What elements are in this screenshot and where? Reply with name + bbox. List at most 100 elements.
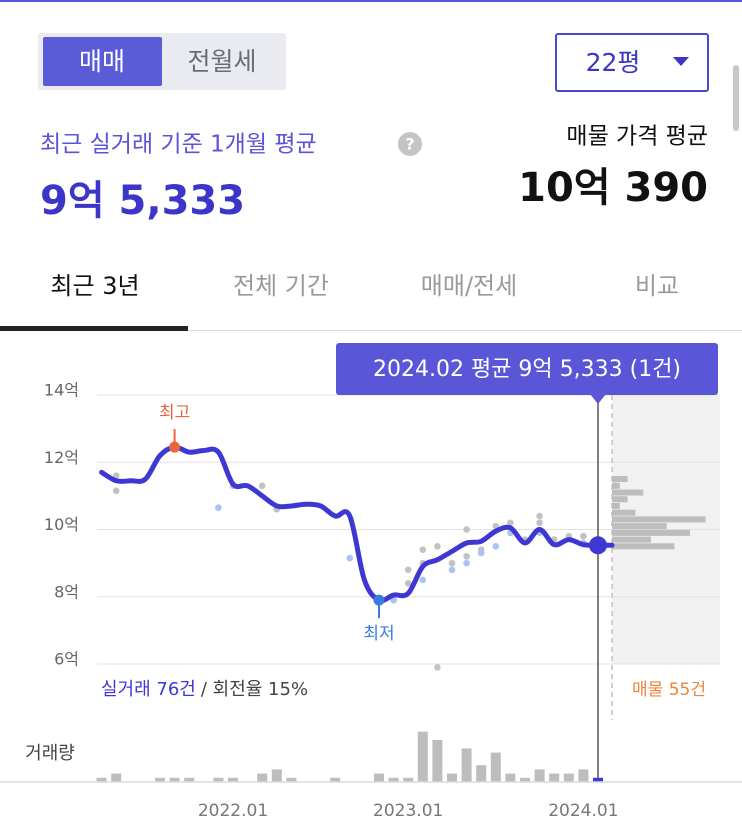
y-tick-label: 6억: [54, 650, 79, 669]
max-label: 최고: [159, 403, 190, 423]
volume-bar: [96, 777, 107, 782]
trade-dot: [390, 596, 397, 604]
y-tick-label: 8억: [54, 582, 79, 601]
trade-dot: [404, 580, 412, 587]
tooltip-text: 2024.02 평균 9억 5,333 (1건): [373, 357, 681, 382]
volume-bar: [417, 731, 428, 782]
listing-value: 10억 390: [518, 165, 708, 211]
trade-legend: 실거래 76건 / 회전율 15%: [101, 679, 308, 700]
volume-bar: [447, 773, 457, 782]
volume-bar: [520, 777, 530, 782]
volume-bar: [213, 777, 224, 782]
trade-dot: [448, 566, 456, 574]
trade-dot: [346, 554, 354, 562]
summary-label: 최근 실거래 기준 1개월 평균: [40, 132, 317, 158]
y-tick-label: 10억: [44, 515, 79, 534]
volume-bar: [184, 777, 195, 782]
volume-bar: [490, 752, 501, 782]
trade-dot: [536, 512, 543, 520]
y-tick-label: 12억: [44, 448, 79, 467]
volume-bar: [111, 773, 122, 782]
volume-bar: [257, 773, 268, 782]
volume-bar: [286, 777, 297, 782]
trade-dot: [258, 482, 266, 490]
scrollbar: [733, 65, 739, 131]
summary-value: 9억 5,333: [40, 178, 245, 224]
volume-bar: [403, 777, 414, 782]
dropdown-arrow: [673, 57, 689, 66]
trade-dot: [536, 519, 543, 527]
trade-dot: [507, 519, 514, 527]
trade-dot: [463, 559, 470, 567]
y-tick-label: 14억: [44, 381, 79, 400]
volume-bar: [593, 777, 603, 782]
volume-bar: [330, 777, 341, 782]
trade-count: 실거래 76건: [101, 679, 196, 700]
size-dropdown[interactable]: [555, 33, 709, 92]
x-tick-label: 2024.01: [548, 801, 618, 821]
help-icon[interactable]: [398, 132, 422, 156]
toggle-option[interactable]: 매매: [79, 47, 125, 76]
volume-bar: [432, 740, 443, 782]
listing-bar: [612, 536, 651, 543]
listing-bar: [612, 489, 644, 496]
max-dot: [169, 441, 181, 453]
listing-bar: [612, 476, 628, 483]
x-tick-label: 2022.01: [198, 801, 268, 821]
trade-dot: [434, 664, 441, 671]
trade-dot: [112, 472, 120, 480]
trade-dot: [463, 553, 470, 560]
trade-dot: [492, 543, 500, 550]
top-border: [0, 0, 742, 2]
trade-dot: [477, 549, 485, 557]
current-dot: [589, 536, 607, 555]
trade-dot: [112, 487, 120, 495]
volume-bar: [169, 777, 180, 782]
volume-bar: [534, 769, 545, 782]
tab[interactable]: 전체 기간: [233, 272, 329, 300]
size-text: 22평: [586, 48, 641, 77]
trade-dot: [419, 576, 427, 584]
volume-bar: [271, 769, 282, 782]
tab[interactable]: 비교: [635, 272, 679, 300]
volume-bar: [578, 769, 589, 782]
trade-dot: [215, 504, 222, 511]
tooltip-pointer: [590, 394, 606, 404]
listing-bar: [612, 482, 620, 489]
listing-bar: [612, 543, 675, 550]
listing-bar: [612, 523, 667, 530]
toggle-selected[interactable]: [43, 37, 162, 86]
volume-bar: [388, 777, 399, 782]
x-tick-label: 2023.01: [373, 801, 443, 821]
help-icon-glyph: ?: [405, 135, 414, 154]
turnover: / 회전율 15%: [201, 679, 308, 700]
price-line: [99, 444, 615, 604]
tab[interactable]: 최근 3년: [50, 272, 139, 300]
trade-dot: [419, 546, 427, 553]
trade-dot: [434, 543, 441, 550]
toggle-option[interactable]: 전월세: [187, 47, 256, 76]
listing-label: 매물 가격 평균: [566, 124, 708, 150]
trade-dot: [404, 566, 412, 574]
min-dot: [373, 594, 385, 606]
trade-dot: [463, 526, 470, 533]
volume-bar: [374, 773, 384, 782]
volume-bar: [476, 765, 487, 782]
volume-bar: [563, 773, 574, 782]
trade-dot: [448, 559, 456, 567]
volume-bar: [155, 777, 165, 782]
listing-bar: [612, 529, 690, 536]
listing-bar: [612, 509, 636, 516]
volume-bar: [505, 773, 516, 782]
tooltip: [336, 343, 718, 395]
listing-bar: [612, 516, 706, 523]
volume-bar: [228, 777, 238, 782]
trade-dot: [580, 532, 587, 540]
volume-label: 거래량: [25, 743, 75, 764]
volume-bar: [549, 773, 560, 782]
tab-divider: [0, 330, 742, 331]
volume-bar: [461, 748, 472, 782]
tab[interactable]: 매매/전세: [421, 272, 517, 300]
